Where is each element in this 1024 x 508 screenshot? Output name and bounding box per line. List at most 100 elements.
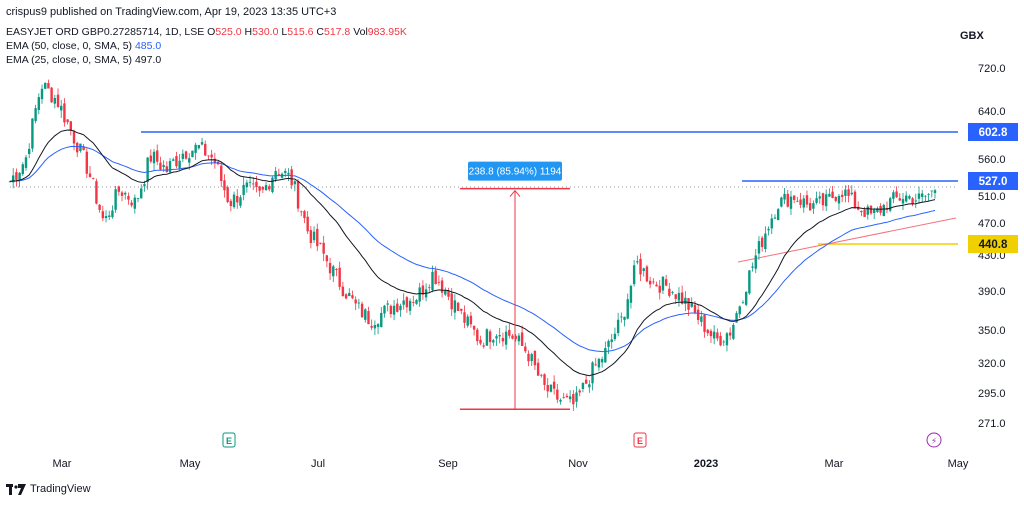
candle-body (815, 198, 818, 203)
candle-body (111, 210, 114, 218)
candle-body (696, 309, 700, 321)
candle-body (741, 302, 745, 304)
candle-body (322, 242, 325, 254)
y-tick-label: 560.0 (978, 154, 1006, 166)
ema50-line (9, 145, 936, 353)
candle-body (50, 87, 53, 103)
candle-body (466, 316, 469, 326)
candle-body (725, 333, 729, 346)
candle-body (229, 200, 233, 207)
candle-body (194, 144, 197, 153)
legend-l-value: 515.6 (287, 26, 314, 38)
candle-body (82, 146, 85, 151)
candle-body (594, 364, 597, 366)
candle-body (661, 276, 665, 291)
price-label-current: 527.0 (979, 176, 1008, 188)
candle-body (200, 142, 204, 145)
candle-body (760, 237, 764, 248)
legend-ema50-label: EMA (50, close, 0, SMA, 5) (6, 40, 133, 52)
candle-body (309, 230, 313, 244)
candle-body (786, 193, 789, 207)
candle-body (700, 316, 703, 322)
y-tick-label: 295.0 (978, 388, 1006, 400)
candle-body (613, 333, 617, 340)
candle-body (728, 332, 732, 336)
candle-body (367, 311, 370, 325)
x-tick-label: May (180, 458, 201, 470)
candle-body (645, 266, 649, 282)
x-tick-label: 2023 (694, 458, 718, 470)
candle-body (248, 181, 252, 183)
candle-body (434, 270, 437, 284)
candle-body (271, 177, 274, 193)
price-label-resistance: 602.8 (979, 127, 1008, 139)
candle-body (792, 195, 796, 200)
candle-body (447, 290, 450, 297)
candle-body (632, 265, 636, 285)
candle-body (344, 294, 348, 299)
candle-body (63, 103, 66, 123)
candle-body (620, 316, 623, 318)
candle-body (591, 362, 594, 384)
candle-body (191, 150, 194, 158)
price-label-bg (968, 235, 1018, 253)
candle-body (98, 204, 101, 210)
candle-body (8, 181, 12, 183)
legend: EASYJET ORD GBP0.27285714, 1D, LSE O525.… (6, 25, 407, 67)
candle-body (517, 335, 521, 342)
measure-label-bg (468, 161, 562, 181)
candle-body (568, 396, 572, 400)
candle-body (562, 397, 565, 399)
tradingview-logo-icon (6, 483, 26, 495)
candle-body (840, 194, 844, 197)
candle-body (396, 303, 399, 312)
legend-o-value: 525.0 (215, 26, 242, 38)
candle-body (901, 199, 905, 204)
legend-ema25-value: 497.0 (134, 54, 162, 66)
candle-body (264, 185, 268, 190)
candle-body (69, 121, 73, 131)
candle-body (44, 82, 47, 89)
candle-body (133, 197, 137, 209)
candle-body (757, 241, 761, 254)
candle-body (53, 97, 57, 104)
candle-body (165, 166, 169, 173)
candle-body (252, 183, 255, 185)
candle-body (460, 308, 463, 311)
candle-body (834, 197, 837, 201)
legend-symbol: EASYJET ORD GBP0.27285714, 1D, LSE (6, 26, 205, 38)
candle-body (648, 280, 652, 285)
candle-body (76, 142, 79, 153)
candle-body (908, 196, 911, 199)
candle-body (348, 292, 351, 297)
candle-body (744, 291, 748, 305)
candle-body (117, 186, 121, 192)
split-event-label: ⚡ (931, 437, 937, 447)
candle-body (412, 302, 415, 303)
candle-body (392, 305, 396, 315)
candle-body (437, 281, 441, 283)
candle-body (709, 330, 713, 337)
candle-body (847, 189, 850, 196)
x-tick-label: Sep (438, 458, 458, 470)
candle-body (869, 205, 873, 214)
candle-body (549, 384, 553, 392)
candle-body (927, 193, 930, 195)
candle-body (335, 269, 338, 271)
candle-body (917, 193, 921, 199)
candle-body (636, 261, 639, 263)
candle-body (604, 348, 607, 363)
candle-body (146, 157, 149, 183)
candle-body (818, 196, 821, 199)
candle-body (504, 331, 508, 345)
candle-body (197, 144, 201, 149)
candle-body (127, 195, 130, 200)
candle-body (18, 172, 21, 181)
candle-body (530, 354, 533, 362)
candle-body (575, 392, 578, 402)
candle-body (629, 285, 633, 303)
candle-body (719, 335, 722, 346)
candle-body (844, 189, 847, 196)
